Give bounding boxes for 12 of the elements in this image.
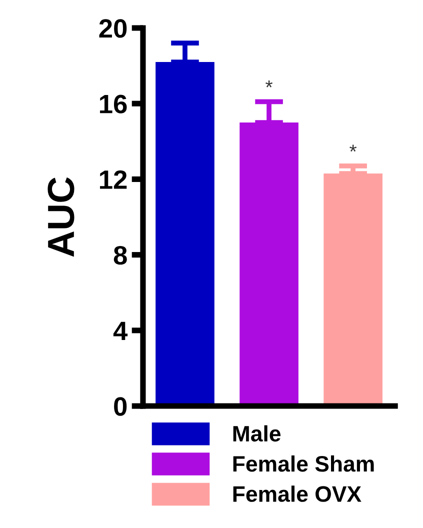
legend-label: Female OVX xyxy=(233,486,362,502)
y-tick-label: 8 xyxy=(114,246,127,265)
legend-label: Male xyxy=(233,425,281,442)
y-tick-label: 16 xyxy=(100,94,127,114)
y-tick-label: 20 xyxy=(99,19,127,38)
y-axis-title: AUC xyxy=(48,177,74,257)
data-label: * xyxy=(350,144,357,152)
y-tick-label: 0 xyxy=(114,397,127,416)
legend-label: Female Sham xyxy=(233,455,374,472)
y-tick-label: 12 xyxy=(100,170,127,189)
y-tick-label: 4 xyxy=(113,322,128,340)
data-label: * xyxy=(266,80,273,88)
